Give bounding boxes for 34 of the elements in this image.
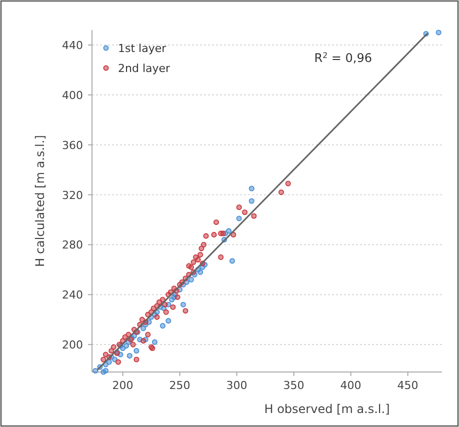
point <box>188 276 194 282</box>
x-tick-label: 200 <box>112 379 134 392</box>
point <box>166 318 172 324</box>
y-tick-label: 200 <box>62 338 83 352</box>
y-tick-label: 360 <box>62 138 83 152</box>
y-tick-label: 240 <box>62 288 83 302</box>
y-tick-label: 440 <box>62 38 83 52</box>
point <box>226 228 232 234</box>
x-tick-label: 400 <box>340 379 362 392</box>
point <box>248 186 254 192</box>
point <box>92 368 98 374</box>
point <box>152 339 158 345</box>
point <box>160 323 166 329</box>
point <box>236 216 242 222</box>
x-tick-label: 350 <box>283 379 304 392</box>
x-tick-label: 450 <box>397 379 418 392</box>
point <box>180 302 186 308</box>
point <box>198 269 204 275</box>
y-tick-label: 280 <box>62 238 83 252</box>
x-tick-label: 300 <box>226 379 248 392</box>
point <box>134 348 140 354</box>
point <box>126 353 132 359</box>
y-tick-label: 320 <box>62 188 83 202</box>
legend-label: 2nd layer <box>118 62 171 75</box>
y-axis-title: H calculated [m a.s.l.] <box>33 135 47 267</box>
x-axis-title: H observed [m a.s.l.] <box>264 402 390 416</box>
point <box>123 343 129 349</box>
annotation: R$^{2}$ = 0,96 <box>314 50 372 65</box>
x-tick-label: 250 <box>169 379 190 392</box>
y-tick-label: 400 <box>62 88 83 102</box>
point <box>436 30 442 36</box>
legend-label: 1st layer <box>118 42 167 55</box>
point <box>229 258 236 264</box>
point <box>248 198 254 204</box>
